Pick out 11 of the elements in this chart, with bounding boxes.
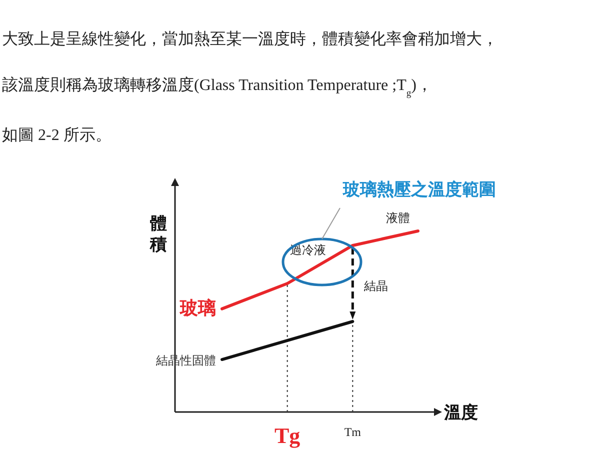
x-tick-label: Tg [274, 423, 300, 448]
text: 大致上是呈線性變化，當加熱至某一溫度時，體積變化率會稍加增大， [2, 30, 498, 48]
text: 液體 [386, 211, 410, 225]
x-axis-title: 溫度 [443, 403, 478, 422]
x-tick-label: Tm [344, 425, 362, 439]
y-axis-title: 體積 [149, 214, 167, 254]
series-label: 玻璃 [179, 298, 216, 318]
text: 如圖 2-2 所示。 [2, 126, 112, 144]
text: 該溫度則稱為玻璃轉移溫度(Glass Transition Temperature ;T$_{g}$)， [2, 76, 432, 98]
annotation: 結晶 [363, 279, 388, 293]
chart-title: 玻璃熱壓之溫度範圍 [342, 180, 496, 200]
